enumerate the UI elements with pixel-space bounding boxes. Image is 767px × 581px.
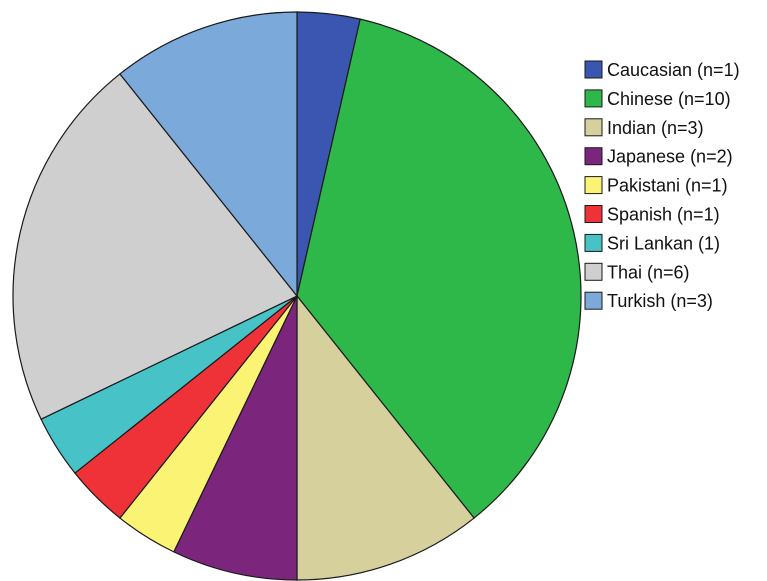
legend-swatch [584, 262, 603, 281]
legend-label: Pakistani (n=1) [607, 176, 728, 196]
chart-legend: Caucasian (n=1) Chinese (n=10) Indian (n=3… [584, 60, 740, 311]
legend-swatch [584, 205, 603, 223]
legend-label: Indian (n=3) [607, 118, 704, 138]
pie-slice-japanese [172, 295, 298, 581]
legend-item-thai: Thai (n=6) [584, 262, 690, 282]
pie-slice-chinese [296, 18, 582, 519]
legend-label: Spanish (n=1) [607, 205, 720, 225]
legend-item-japanese: Japanese (n=2) [584, 147, 733, 167]
legend-swatch [584, 291, 603, 310]
pie-slice-thai [12, 73, 298, 421]
legend-label: Thai (n=6) [607, 262, 690, 282]
legend-label: Turkish (n=3) [607, 291, 713, 311]
legend-swatch [584, 176, 603, 195]
legend-label: Chinese (n=10) [607, 89, 731, 109]
legend-item-caucasian: Caucasian (n=1) [584, 60, 740, 80]
legend-swatch [584, 60, 603, 79]
pie-slices [12, 11, 582, 581]
legend-item-pakistani: Pakistani (n=1) [584, 176, 728, 196]
pie-slice-turkish [119, 11, 298, 298]
legend-label: Japanese (n=2) [607, 147, 733, 167]
legend-item-chinese: Chinese (n=10) [584, 89, 731, 109]
legend-label: Caucasian (n=1) [607, 60, 740, 80]
legend-swatch [584, 147, 603, 166]
legend-swatch [584, 233, 603, 252]
legend-swatch [584, 118, 603, 137]
legend-label: Sri Lankan (1) [607, 233, 720, 253]
legend-swatch [584, 89, 603, 108]
legend-item-spanish: Spanish (n=1) [584, 205, 720, 225]
legend-item-indian: Indian (n=3) [584, 118, 704, 138]
pie-slice-indian [296, 294, 475, 581]
legend-item-sri-lankan: Sri Lankan (1) [584, 233, 720, 253]
legend-item-turkish: Turkish (n=3) [584, 291, 713, 311]
